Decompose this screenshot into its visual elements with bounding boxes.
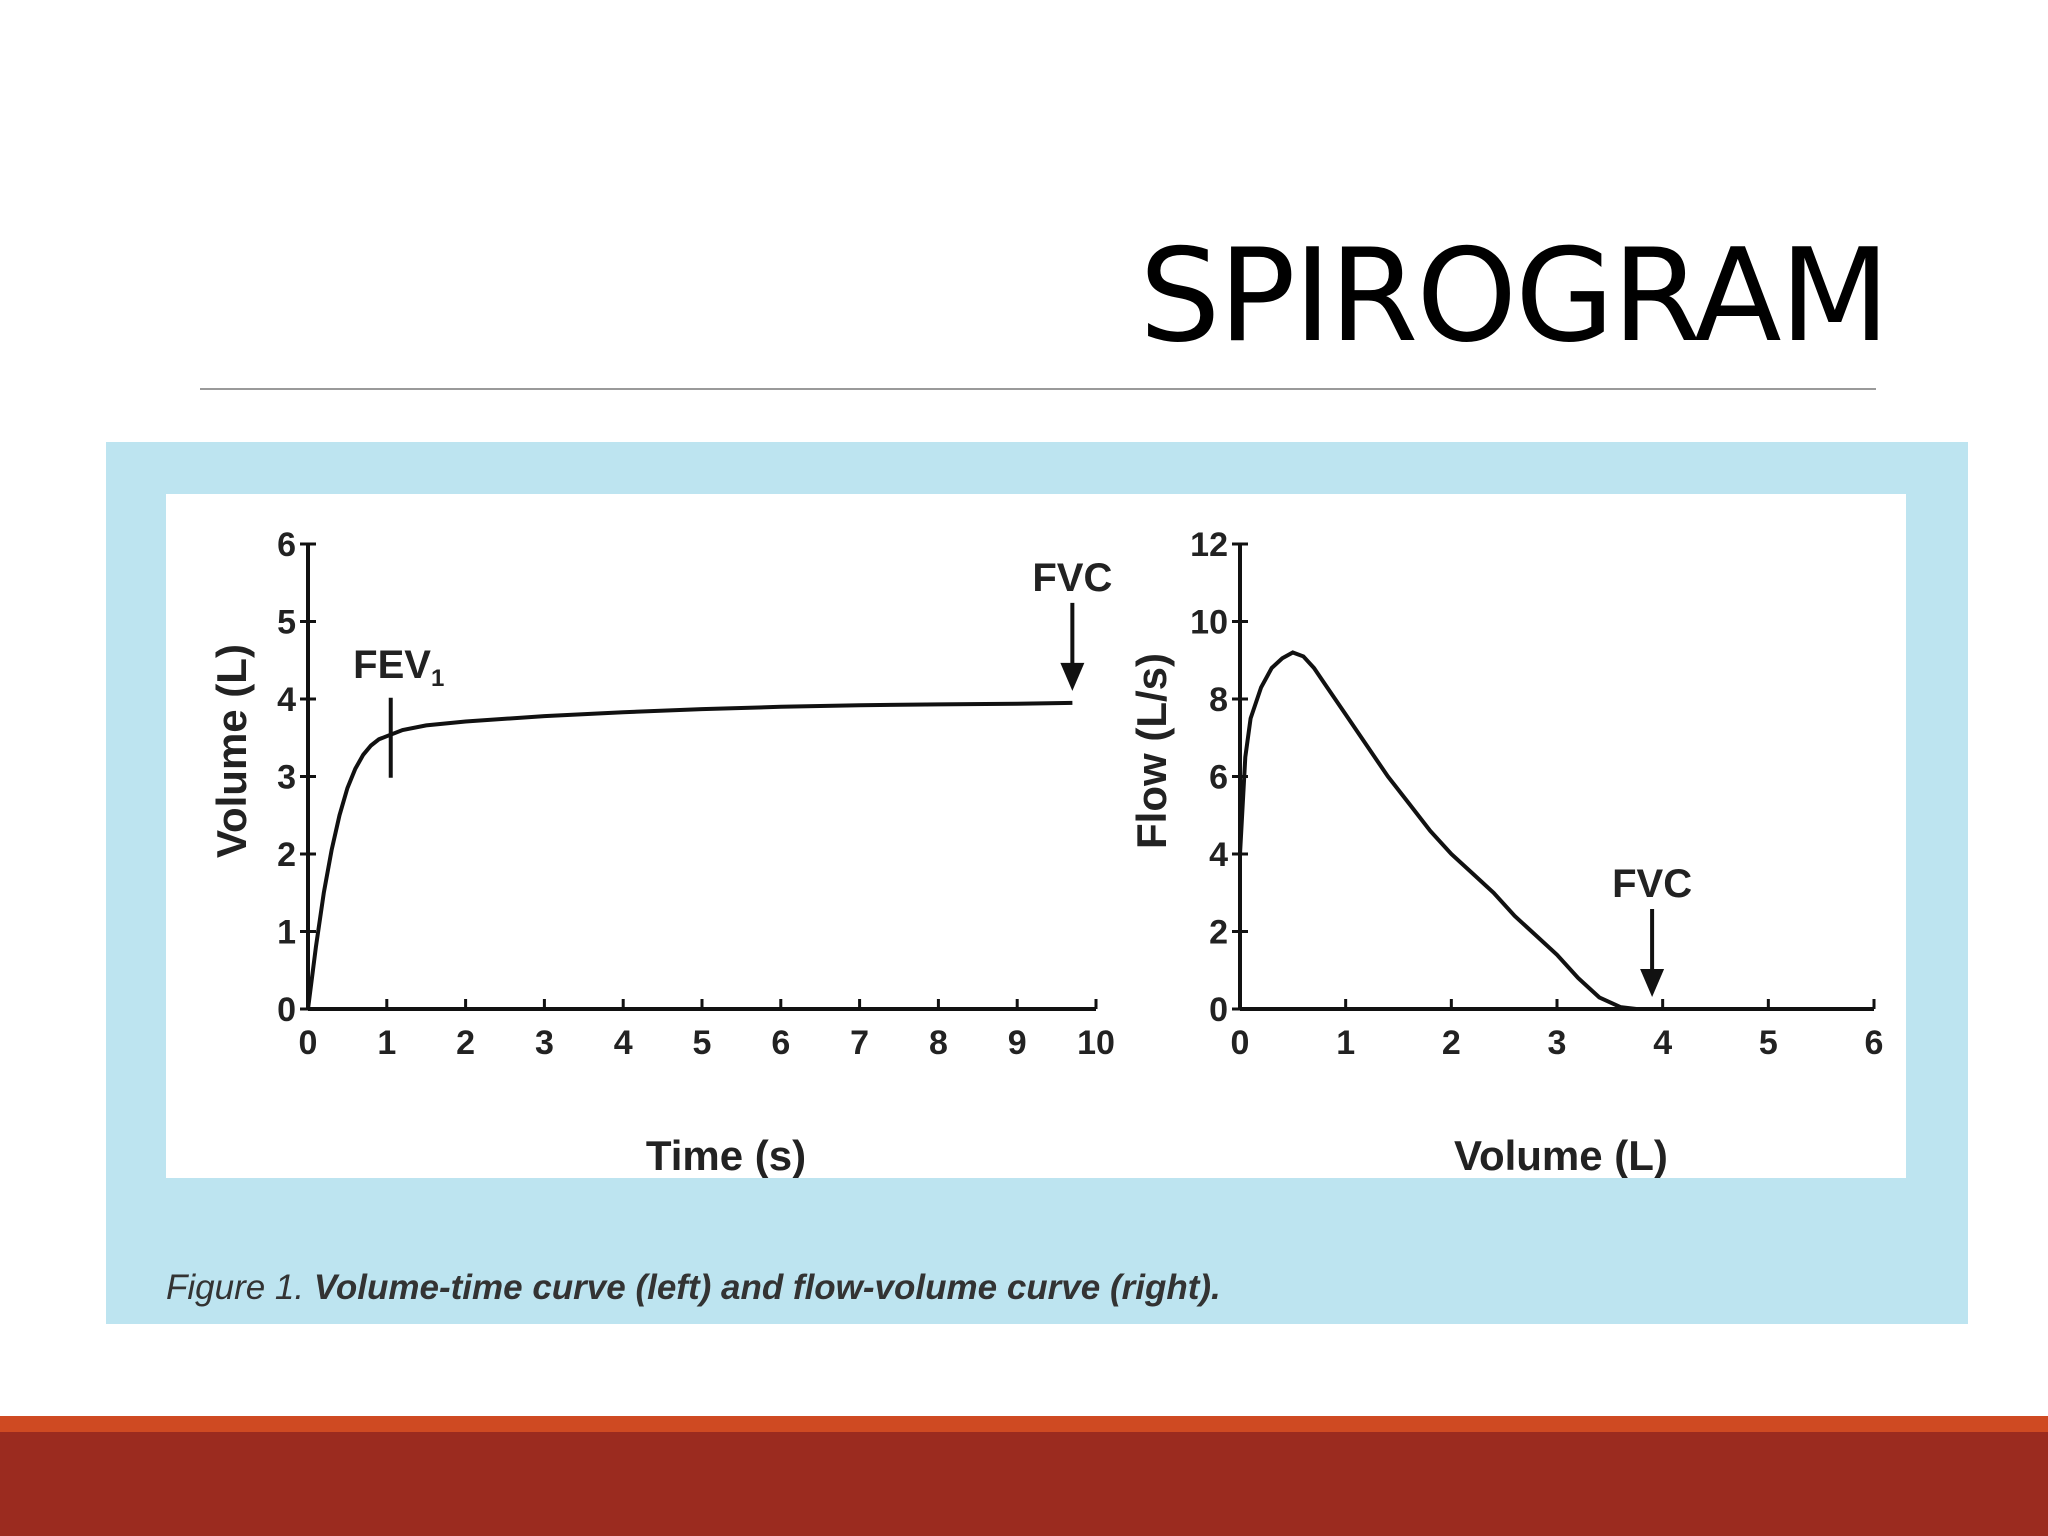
fv-fvc-annotation: FVC <box>1612 862 1692 997</box>
fv-x-tick-label: 1 <box>1336 1024 1355 1062</box>
fv-fvc-label: FVC <box>1612 862 1692 906</box>
vt-x-tick-label: 10 <box>1077 1024 1115 1062</box>
fev1-label: FEV1 <box>353 643 444 692</box>
fv-y-tick-label: 2 <box>1209 914 1228 952</box>
fv-x-tick-label: 4 <box>1653 1024 1672 1062</box>
fev1-label-subscript: 1 <box>431 665 444 692</box>
vt-x-tick-label: 2 <box>456 1024 475 1062</box>
vt-y-axis-title: Volume (L) <box>208 644 255 858</box>
vt-x-tick-label: 1 <box>377 1024 396 1062</box>
fv-y-tick-label: 10 <box>1190 604 1228 642</box>
fv-y-axis-title: Flow (L/s) <box>1128 653 1175 849</box>
figure-image-area: Volume (L) Time (s) 0 1 2 3 4 5 6 7 8 9 10 0 1 2 3 4 5 6 … <box>166 494 1906 1178</box>
figure-caption: Figure 1. Volume-time curve (left) and f… <box>166 1268 1221 1308</box>
vt-y-tick-label: 6 <box>277 526 296 564</box>
fev1-label-main: FEV <box>353 643 431 687</box>
vt-y-tick-label: 3 <box>277 759 296 797</box>
vt-x-tick-label: 5 <box>693 1024 712 1062</box>
vt-series-line <box>306 700 1073 1010</box>
vt-y-tick-label: 0 <box>277 991 296 1029</box>
vt-x-tick-label: 3 <box>535 1024 554 1062</box>
vt-y-tick-label: 4 <box>277 681 296 719</box>
vt-fvc-label: FVC <box>1032 556 1112 600</box>
vt-y-tick-label: 2 <box>277 836 296 874</box>
fv-x-tick-label: 2 <box>1442 1024 1461 1062</box>
figure-caption-text: Volume-time curve (left) and flow-volume… <box>313 1268 1221 1307</box>
vt-x-tick-label: 9 <box>1008 1024 1027 1062</box>
title-divider <box>200 388 1876 390</box>
vt-x-tick-label: 4 <box>614 1024 633 1062</box>
fv-y-tick-label: 12 <box>1190 526 1228 564</box>
vt-y-tick-label: 1 <box>277 914 296 952</box>
fv-y-tick-label: 4 <box>1209 836 1228 874</box>
fv-y-tick-label: 6 <box>1209 759 1228 797</box>
vt-x-tick-label: 7 <box>850 1024 869 1062</box>
fv-x-axis-title: Volume (L) <box>1454 1132 1668 1178</box>
fv-x-tick-label: 6 <box>1865 1024 1884 1062</box>
vt-y-tick-label: 5 <box>277 604 296 642</box>
vt-x-axis-title: Time (s) <box>646 1132 806 1178</box>
volume-time-chart: Volume (L) Time (s) 0 1 2 3 4 5 6 7 8 9 100123456 … <box>208 526 1115 1178</box>
fv-x-tick-label: 5 <box>1759 1024 1778 1062</box>
spirogram-figure: Volume (L) Time (s) 0 1 2 3 4 5 6 7 8 9 100123456 … <box>208 526 1883 1178</box>
figure-caption-label: Figure 1. <box>166 1268 305 1307</box>
vt-fvc-arrow-head <box>1060 662 1085 691</box>
footer-band <box>0 1432 2048 1536</box>
vt-fvc-annotation: FVC <box>1032 556 1112 691</box>
fv-fvc-arrow-head <box>1640 969 1665 997</box>
vt-x-tick-label: 6 <box>771 1024 790 1062</box>
fv-x-tick-label: 3 <box>1548 1024 1567 1062</box>
vt-x-tick-label: 0 <box>299 1024 318 1062</box>
fv-series-line <box>1238 650 1653 1011</box>
fv-y-tick-label: 0 <box>1209 991 1228 1029</box>
fv-x-tick-label: 0 <box>1231 1024 1250 1062</box>
fev1-annotation: FEV1 <box>353 643 444 778</box>
fv-y-tick-label: 8 <box>1209 681 1228 719</box>
vt-x-tick-label: 8 <box>929 1024 948 1062</box>
footer-accent-stripe <box>0 1416 2048 1432</box>
slide-title: SPIROGRAM <box>1139 222 1890 371</box>
figure-panel: Volume (L) Time (s) 0 1 2 3 4 5 6 7 8 9 10 0 1 2 3 4 5 6 … <box>106 442 1968 1324</box>
